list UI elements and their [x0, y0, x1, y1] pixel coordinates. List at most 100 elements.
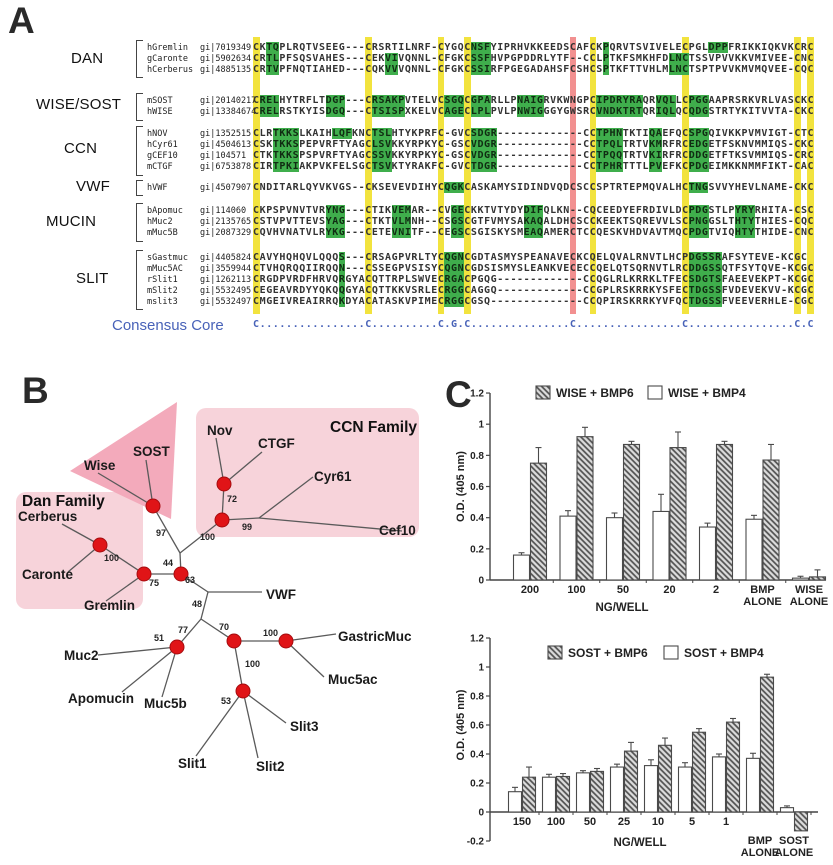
y-tick-label: 1 — [478, 663, 484, 674]
sequence-name: mSlit2 — [147, 286, 178, 296]
bar-hatched — [691, 731, 707, 813]
bar-hatched — [623, 750, 639, 813]
sequence-name: mSOST — [147, 96, 173, 106]
gi-number: gi|5532497 — [200, 297, 252, 307]
sequence-name: mCTGF — [147, 162, 173, 172]
bar-open — [605, 517, 624, 581]
y-tick-label: 0 — [478, 576, 484, 587]
gi-number: gi|3559944 — [200, 264, 252, 274]
x-tick-label: 100 — [567, 584, 585, 596]
sequence: CQVHVNATVLRYKG---CETEVNITF--CEGSCSGISKYS… — [253, 227, 815, 238]
sequence: CTKTKKSPSPVRFTYAGCSSVKKYRPKYC-GSCVDGR---… — [253, 150, 815, 161]
bar-open — [559, 515, 577, 581]
legend-swatch — [663, 645, 679, 660]
y-tick-label: 0.2 — [470, 544, 484, 555]
gi-number: gi|1352515 — [200, 129, 252, 139]
bar-open — [698, 526, 717, 581]
bar-open — [745, 757, 761, 813]
gi-number: gi|6753878 — [200, 162, 252, 172]
group-bracket — [136, 203, 143, 242]
panel-b-label: B — [22, 370, 49, 411]
sequence: CRELRSTKYISDGQ---CTSISPXKELVCAGECLPLPVLP… — [253, 106, 815, 117]
tree-edge — [105, 573, 145, 602]
taxon-label: Slit2 — [256, 759, 285, 774]
tree-node — [216, 476, 232, 492]
sequence: CNDITARLQYVKVGS--CKSEVEVDIHYCQGKCASKAMYS… — [253, 182, 815, 193]
taxon-label: Muc2 — [64, 648, 99, 663]
sequence: CAVYHQHQVLQQQS---CRSAGPVRLTYCQGNCGDTASMY… — [253, 252, 808, 263]
taxon-label: Cyr61 — [314, 469, 352, 484]
y-tick-label: 0.8 — [470, 451, 484, 462]
x-tick-label: 10 — [652, 816, 664, 828]
bar-hatched — [715, 443, 734, 581]
bar-hatched — [759, 676, 775, 813]
taxon-label: VWF — [266, 587, 296, 602]
bootstrap-value: 51 — [154, 633, 164, 643]
conserved-column-stripe — [682, 37, 689, 314]
tree-edge — [121, 646, 178, 693]
bar-open — [507, 791, 523, 813]
x-tick-label: WISE — [795, 584, 823, 596]
sequence: CKTQPLRQTVSEEG---CRSRTILNRF-CYGQCNSFYIPR… — [253, 42, 815, 53]
taxon-label: Gremlin — [84, 598, 135, 613]
taxon-label: SOST — [133, 444, 171, 459]
bootstrap-value: 70 — [219, 622, 229, 632]
y-tick-label: 0.4 — [470, 750, 484, 761]
gi-number: gi|13384674 — [200, 107, 257, 117]
legend-swatch — [535, 385, 551, 400]
sequence-name: hGremlin — [147, 43, 188, 53]
bootstrap-value: 100 — [245, 659, 260, 669]
bootstrap-value: 72 — [227, 494, 237, 504]
taxon-label: Slit3 — [290, 719, 319, 734]
y-tick-label: 0 — [478, 808, 484, 819]
bar-hatched — [555, 775, 571, 813]
x-tick-label: 50 — [584, 816, 596, 828]
x-axis-label: NG/WELL — [613, 837, 666, 849]
x-tick-label: 25 — [618, 816, 630, 828]
sequence: CRELHYTRFLTDGP---CRSAKPVTELVCSGQCGPARLLP… — [253, 95, 815, 106]
gi-number: gi|20140217 — [200, 96, 257, 106]
bar-open — [677, 766, 693, 813]
gi-number: gi|104571 — [200, 151, 247, 161]
tree-edge — [242, 690, 259, 759]
bootstrap-value: 53 — [221, 696, 231, 706]
conserved-column-stripe — [464, 37, 471, 314]
gi-number: gi|2087329 — [200, 228, 252, 238]
sequence-name: rSlit1 — [147, 275, 178, 285]
x-axis-label: NG/WELL — [595, 602, 648, 614]
bar-hatched — [521, 776, 537, 813]
bar-open — [643, 765, 659, 813]
sequence-name: mslit3 — [147, 297, 178, 307]
gi-number: gi|114060 — [200, 206, 247, 216]
conserved-column-stripe — [807, 37, 814, 314]
bar-chart-wise: 0 0.2 0.4 0.6 0.8 1 1.2 O.D. (405 nm) 200 100 50 20… — [455, 385, 828, 614]
group-bracket — [136, 180, 143, 196]
gi-number: gi|4507907 — [200, 183, 252, 193]
variable-column-stripe — [569, 37, 577, 314]
tree-node — [226, 633, 242, 649]
bar-open — [791, 577, 810, 581]
x-tick-label: 1 — [723, 816, 729, 828]
gi-number: gi|4405824 — [200, 253, 252, 263]
tree-edge — [258, 476, 314, 519]
tree-edge — [152, 505, 181, 554]
gi-number: gi|7019349 — [200, 43, 252, 53]
conserved-column-stripe — [794, 37, 801, 314]
panel-c-label: C — [445, 374, 472, 415]
sequence-name: hCerberus — [147, 65, 194, 75]
sequence: CRTLPFSQSVAHES---CEKVIVQNNL-CFGKCSSFHVPG… — [253, 53, 815, 64]
bootstrap-value: 97 — [156, 528, 166, 538]
legend-swatch — [547, 645, 563, 660]
x-tick-label: ALONE — [775, 847, 814, 859]
tree-node — [145, 498, 161, 514]
group-bracket — [136, 40, 143, 78]
sequence: CRTVPFNQTIAHED---CQKVVVQNNL-CFGKCSSIRFPG… — [253, 64, 815, 75]
sequence: CTVHQRQQIIRQQN---CSSEGPVSISYCQGNCGDSISMY… — [253, 263, 815, 274]
sequence-name: bApomuc — [147, 206, 183, 216]
gi-number: gi|2135765 — [200, 217, 252, 227]
sequence: CLRTKKSLKAIHLQFKNCTSLHTYKPRFC-GVCSDGR---… — [253, 128, 815, 139]
y-tick-label: 1.2 — [470, 634, 484, 645]
bar-open — [575, 772, 591, 813]
family-box — [196, 408, 419, 537]
tree-node — [92, 537, 108, 553]
